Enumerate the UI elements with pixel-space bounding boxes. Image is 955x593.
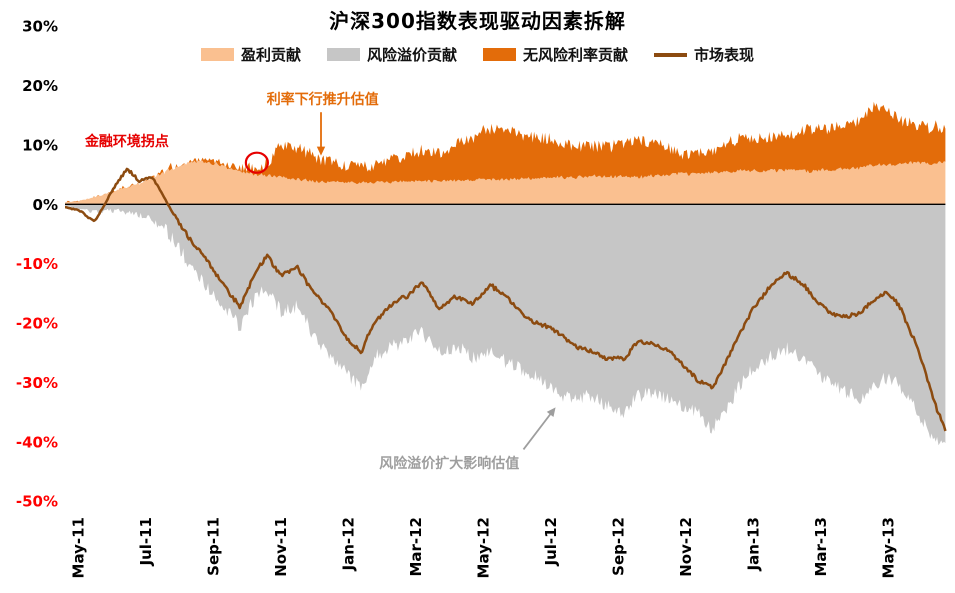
y-axis-tick-label: -10% [16,255,58,273]
legend-label: 盈利贡献 [240,46,301,64]
area-risk-premium-contribution [65,204,946,446]
legend-item-3: 市场表现 [654,44,754,65]
legend-area-swatch [483,48,516,61]
x-axis-tick-label: Mar-13 [812,517,830,577]
y-axis-tick-label: 30% [22,18,58,36]
y-axis-tick-label: -50% [16,493,58,511]
chart-legend: 盈利贡献 风险溢价贡献 无风险利率贡献 市场表现 [0,44,955,65]
y-axis-tick-label: -20% [16,315,58,333]
x-axis-tick-label: May-11 [70,517,88,578]
x-axis-tick-label: Nov-12 [677,517,695,577]
legend-label: 风险溢价贡献 [366,46,457,64]
y-axis-tick-label: -40% [16,433,58,451]
y-axis-tick-label: -30% [16,374,58,392]
area-earnings-contribution [65,160,946,205]
legend-area-swatch [326,48,360,61]
annotation-circle-financial-turning-point [244,151,269,174]
x-axis-tick-label: Sep-11 [205,517,223,576]
legend-item-1: 风险溢价贡献 [326,44,457,65]
x-axis-tick-label: Nov-11 [272,517,290,577]
x-axis-tick-label: Mar-12 [407,517,425,577]
annotation-financial-turning-point-label: 金融环境拐点 [84,134,169,151]
annotation-arrow-rate-decline-boosts-valuation-head [316,146,326,156]
y-axis-tick-label: 10% [22,136,58,154]
y-axis-tick-label: 20% [22,77,58,95]
x-axis-tick-label: May-12 [475,517,493,578]
legend-item-0: 盈利贡献 [200,44,301,65]
y-axis-tick-label: 0% [33,196,58,214]
x-axis-tick-label: Jan-13 [745,517,763,571]
annotation-arrow-risk-premium-widening-drags-valuation-head [546,407,556,418]
annotation-risk-premium-label: 风险溢价扩大影响估值 [379,455,520,472]
legend-area-swatch [200,48,234,61]
legend-item-2: 无风险利率贡献 [483,44,628,65]
area-risk-free-rate-contribution [65,101,946,203]
x-axis-tick-label: Sep-12 [610,517,628,576]
x-axis-tick-label: May-13 [880,517,898,578]
annotation-rate-decline-label: 利率下行推升估值 [266,91,379,108]
legend-line-swatch [654,52,688,57]
x-axis-tick-label: Jul-11 [137,517,155,567]
legend-label: 市场表现 [694,46,755,64]
legend-label: 无风险利率贡献 [523,46,629,64]
annotation-arrow-risk-premium-widening-drags-valuation-shaft [522,412,553,451]
market-performance-line [65,167,947,432]
chart-title: 沪深300指数表现驱动因素拆解 [329,9,626,33]
x-axis-tick-label: Jan-12 [340,517,358,571]
x-axis-tick-label: Jul-12 [542,517,560,567]
